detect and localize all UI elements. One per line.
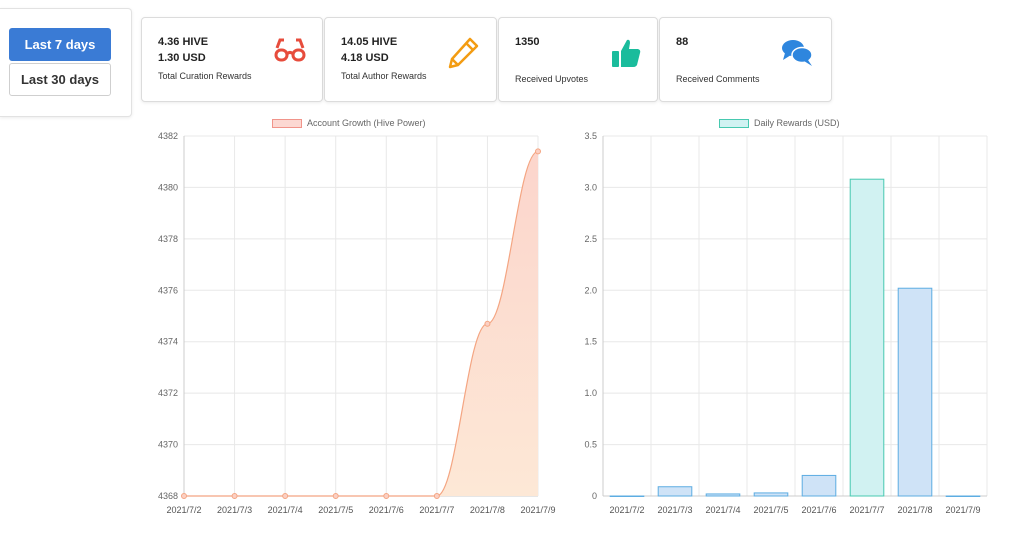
data-point — [433, 493, 440, 499]
upvotes-value: 1350 — [515, 36, 540, 48]
comments-value: 88 — [676, 36, 689, 48]
bar — [705, 493, 741, 497]
x-tick-label: 2021/7/3 — [657, 505, 692, 515]
pencil-icon — [448, 37, 479, 69]
curation-rewards-card: 4.36 HIVE 1.30 USD Total Curation Reward… — [141, 17, 323, 102]
y-tick-label: 4368 — [158, 491, 178, 501]
area-fill — [184, 151, 538, 496]
bar — [609, 495, 645, 497]
x-tick-label: 2021/7/6 — [369, 505, 404, 515]
bar — [897, 287, 933, 497]
comments-caption: Received Comments — [676, 74, 760, 84]
data-point — [332, 493, 339, 499]
account-growth-legend[interactable]: Account Growth (Hive Power) — [272, 118, 426, 128]
bar — [945, 495, 981, 497]
series-line — [184, 150, 539, 497]
y-tick-label: 1.5 — [584, 337, 597, 347]
x-tick-label: 2021/7/4 — [268, 505, 303, 515]
x-tick-label: 2021/7/3 — [217, 505, 252, 515]
y-tick-label: 3.5 — [584, 131, 597, 141]
data-point — [231, 493, 238, 499]
legend-label: Daily Rewards (USD) — [754, 118, 840, 128]
legend-swatch — [272, 118, 302, 128]
data-point — [484, 320, 491, 327]
last-30-days-button[interactable]: Last 30 days — [9, 63, 111, 96]
x-tick-label: 2021/7/8 — [897, 505, 932, 515]
y-tick-label: 4376 — [158, 285, 178, 295]
bar — [657, 486, 693, 497]
data-point — [282, 493, 289, 499]
x-tick-label: 2021/7/9 — [520, 505, 555, 515]
author-hive-value: 14.05 HIVE — [341, 36, 398, 48]
bar — [801, 474, 837, 497]
y-tick-label: 0.5 — [584, 440, 597, 450]
curation-hive-value: 4.36 HIVE — [158, 36, 209, 48]
y-tick-label: 4372 — [158, 388, 178, 398]
daily-rewards-chart: 0 0.5 1.0 1.5 2.0 2.5 3.0 3.5 2021/7/2 2021/7/3 20… — [575, 128, 1000, 528]
y-tick-label: 2.0 — [584, 285, 597, 295]
x-tick-label: 2021/7/9 — [945, 505, 980, 515]
y-tick-label: 4374 — [158, 337, 178, 347]
data-point — [383, 493, 390, 499]
x-tick-label: 2021/7/6 — [801, 505, 836, 515]
x-tick-label: 2021/7/5 — [318, 505, 353, 515]
thumbs-up-icon — [612, 39, 641, 67]
x-tick-label: 2021/7/2 — [609, 505, 644, 515]
x-tick-label: 2021/7/4 — [705, 505, 740, 515]
bar — [849, 178, 885, 497]
account-growth-svg: 4368 4370 4372 4374 4376 4378 4380 4382 2021/7/2… — [158, 131, 556, 515]
upvotes-caption: Received Upvotes — [515, 74, 589, 84]
account-growth-chart: 4368 4370 4372 4374 4376 4378 4380 4382 2021/7/2… — [140, 128, 570, 528]
y-tick-label: 2.5 — [584, 234, 597, 244]
x-tick-label: 2021/7/8 — [470, 505, 505, 515]
y-tick-label: 4382 — [158, 131, 178, 141]
x-tick-label: 2021/7/7 — [849, 505, 884, 515]
upvotes-card: 1350 Received Upvotes — [498, 17, 658, 102]
y-tick-label: 0 — [592, 491, 597, 501]
daily-rewards-legend[interactable]: Daily Rewards (USD) — [719, 118, 840, 128]
y-tick-label: 4378 — [158, 234, 178, 244]
data-point — [535, 148, 541, 155]
y-tick-label: 1.0 — [584, 388, 597, 398]
daily-rewards-svg: 0 0.5 1.0 1.5 2.0 2.5 3.0 3.5 2021/7/2 2021/7/3 20… — [584, 131, 988, 515]
y-tick-label: 4380 — [158, 182, 178, 192]
author-usd-value: 4.18 USD — [341, 52, 389, 64]
curation-usd-value: 1.30 USD — [158, 52, 206, 64]
last-7-days-button[interactable]: Last 7 days — [9, 28, 111, 61]
curation-caption: Total Curation Rewards — [158, 71, 252, 81]
comments-icon — [782, 40, 813, 66]
data-point — [181, 493, 187, 499]
legend-label: Account Growth (Hive Power) — [307, 118, 426, 128]
x-tick-label: 2021/7/7 — [419, 505, 454, 515]
legend-swatch — [719, 118, 749, 128]
author-caption: Total Author Rewards — [341, 71, 427, 81]
x-tick-label: 2021/7/5 — [753, 505, 788, 515]
y-tick-label: 3.0 — [584, 182, 597, 192]
glasses-icon — [274, 38, 306, 62]
y-tick-label: 4370 — [158, 440, 178, 450]
date-range-panel: Last 7 days Last 30 days — [0, 8, 132, 117]
author-rewards-card: 14.05 HIVE 4.18 USD Total Author Rewards — [324, 17, 497, 102]
x-tick-label: 2021/7/2 — [166, 505, 201, 515]
comments-card: 88 Received Comments — [659, 17, 832, 102]
bar — [753, 492, 789, 497]
